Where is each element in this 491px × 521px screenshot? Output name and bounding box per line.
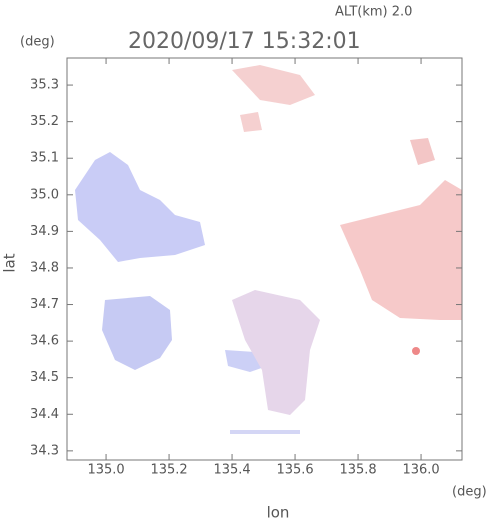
altitude-label: ALT(km) 2.0 <box>335 5 412 20</box>
y-tick-label: 35.1 <box>30 151 59 166</box>
y-tick-label: 34.7 <box>30 297 59 312</box>
y-tick-label: 34.8 <box>30 260 59 275</box>
x-tick-label: 135.0 <box>87 463 124 478</box>
x-tick-label: 135.8 <box>339 463 376 478</box>
echo-red <box>240 112 262 132</box>
y-tick-label: 34.5 <box>30 370 59 385</box>
y-tick-label: 34.3 <box>30 443 59 458</box>
x-unit: (deg) <box>452 485 487 500</box>
echo-mixed <box>232 290 320 415</box>
x-tick-label: 135.2 <box>150 463 187 478</box>
x-tick-label: 136.0 <box>402 463 439 478</box>
y-axis-label: lat <box>1 253 19 272</box>
x-tick-label: 135.4 <box>213 463 250 478</box>
y-tick-label: 35.0 <box>30 187 59 202</box>
y-tick-label: 34.6 <box>30 334 59 349</box>
echo-blue <box>75 152 205 262</box>
echo-blue <box>102 296 172 370</box>
y-tick-label: 35.3 <box>30 78 59 93</box>
radar-echoes <box>75 65 462 434</box>
x-tick-label: 135.6 <box>276 463 313 478</box>
x-axis-label: lon <box>267 504 290 521</box>
echo-red <box>412 347 420 355</box>
y-unit: (deg) <box>20 35 55 50</box>
y-tick-label: 35.2 <box>30 114 59 129</box>
chart-title: 2020/09/17 15:32:01 <box>128 29 361 54</box>
echo-red <box>410 138 435 165</box>
y-tick-label: 34.4 <box>30 407 59 422</box>
echo-red <box>340 180 462 320</box>
echo-blue <box>230 430 300 434</box>
y-tick-label: 34.9 <box>30 224 59 239</box>
plot-frame <box>66 57 463 461</box>
echo-red <box>232 65 315 105</box>
